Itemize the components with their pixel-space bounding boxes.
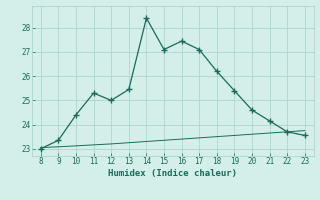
X-axis label: Humidex (Indice chaleur): Humidex (Indice chaleur) <box>108 169 237 178</box>
